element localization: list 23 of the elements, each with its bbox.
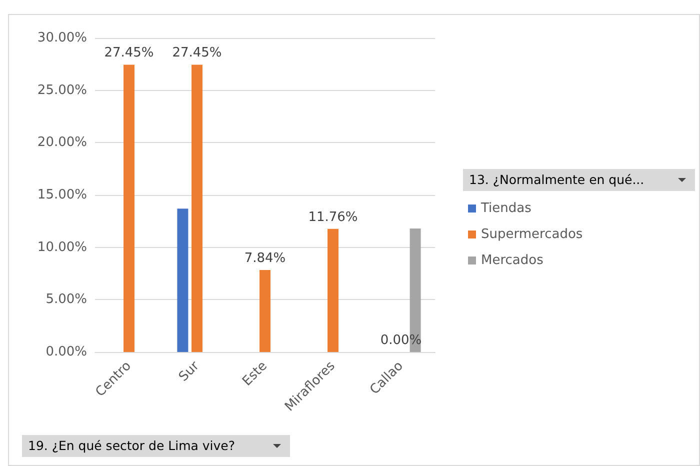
legend-title: 13. ¿Normalmente en qué...: [469, 172, 644, 187]
legend-label: Mercados: [481, 253, 544, 268]
y-tick-label: 25.00%: [37, 82, 87, 98]
data-label: 27.45%: [104, 46, 154, 61]
x-tick-label: Sur: [176, 358, 203, 385]
y-tick-label: 15.00%: [37, 188, 87, 202]
bar: [260, 270, 270, 352]
data-label: 11.76%: [308, 210, 358, 225]
legend-label: Tiendas: [480, 201, 532, 216]
y-tick-label: 30.00%: [37, 30, 87, 46]
bar: [124, 64, 134, 352]
y-tick-label: 5.00%: [46, 292, 87, 308]
x-axis-title: 19. ¿En qué sector de Lima vive?: [28, 438, 235, 453]
y-tick-label: 20.00%: [37, 135, 87, 150]
y-tick-label: 10.00%: [37, 240, 87, 255]
bar: [177, 208, 188, 352]
legend-label: Supermercados: [481, 227, 583, 242]
data-label: 0.00%: [380, 333, 422, 348]
bar: [192, 64, 202, 352]
y-tick-label: 0.00%: [46, 344, 87, 360]
data-label: 7.84%: [244, 250, 286, 266]
bar: [328, 228, 338, 352]
data-label: 27.45%: [172, 46, 222, 61]
